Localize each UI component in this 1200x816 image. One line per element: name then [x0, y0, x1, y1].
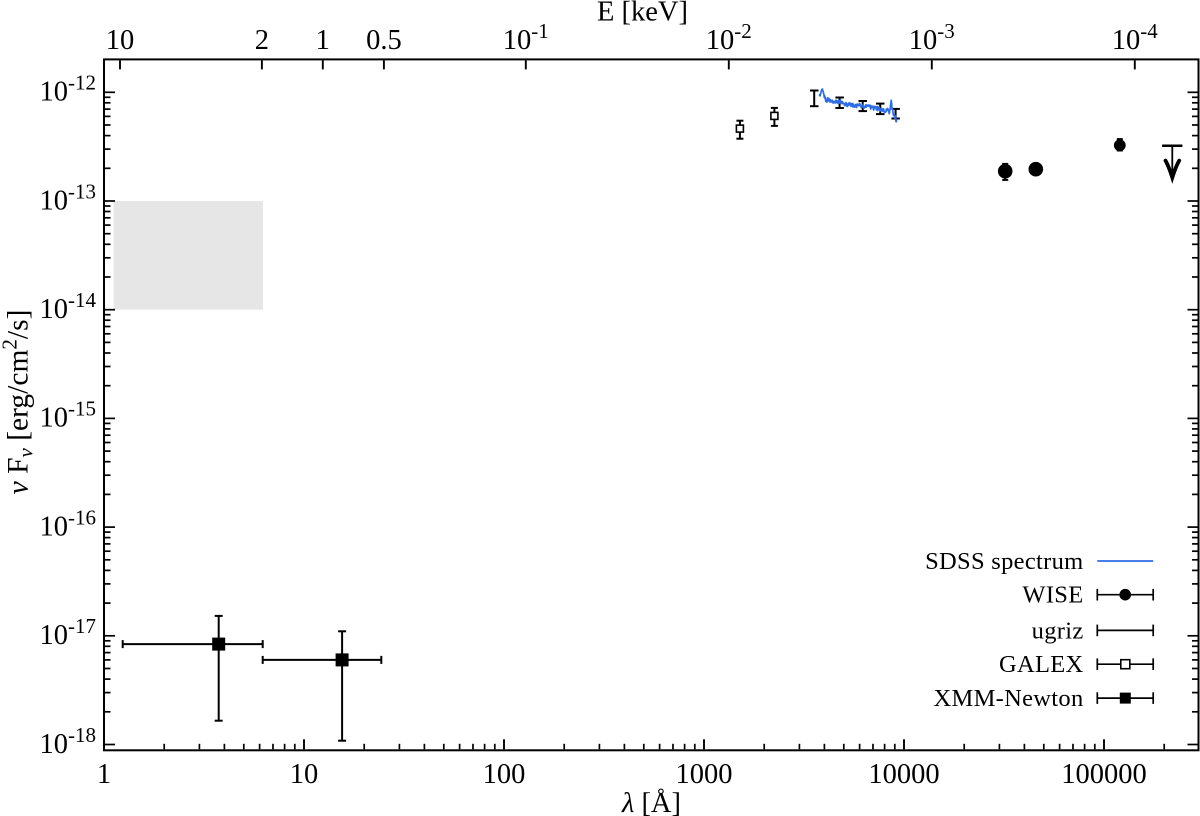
svg-text:SDSS spectrum: SDSS spectrum [925, 548, 1083, 575]
svg-text:10-4: 10-4 [1112, 19, 1158, 56]
svg-text:1: 1 [316, 25, 330, 56]
svg-text:10-16: 10-16 [40, 505, 97, 542]
svg-text:10-3: 10-3 [909, 19, 955, 56]
svg-text:10: 10 [106, 25, 135, 56]
svg-text:10-17: 10-17 [40, 614, 97, 651]
svg-text:10-14: 10-14 [40, 288, 97, 325]
svg-text:ugriz: ugriz [1032, 617, 1084, 644]
svg-text:10-1: 10-1 [503, 19, 549, 56]
svg-text:E [keV]: E [keV] [597, 0, 688, 28]
svg-text:WISE: WISE [1022, 582, 1083, 609]
svg-text:XMM-Newton: XMM-Newton [934, 685, 1084, 712]
svg-text:GALEX: GALEX [999, 651, 1084, 678]
svg-text:2: 2 [255, 25, 269, 56]
svg-text:10-2: 10-2 [706, 19, 752, 56]
svg-text:1000: 1000 [676, 759, 733, 790]
svg-text:10-13: 10-13 [40, 179, 97, 216]
svg-text:10000: 10000 [868, 759, 939, 790]
svg-text:ν Fν [erg/cm2/s]: ν Fν [erg/cm2/s] [0, 310, 38, 495]
svg-text:λ [Å]: λ [Å] [621, 788, 681, 816]
svg-text:1: 1 [97, 759, 111, 790]
svg-text:10-18: 10-18 [40, 723, 97, 760]
svg-text:0.5: 0.5 [366, 25, 402, 56]
svg-text:100: 100 [483, 759, 526, 790]
svg-text:100000: 100000 [1061, 759, 1147, 790]
svg-text:10-15: 10-15 [40, 397, 97, 434]
svg-text:10-12: 10-12 [40, 71, 97, 108]
svg-text:10: 10 [290, 759, 319, 790]
